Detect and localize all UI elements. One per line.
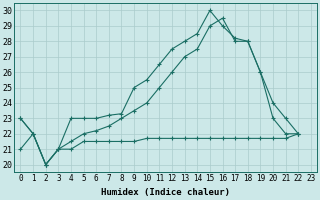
X-axis label: Humidex (Indice chaleur): Humidex (Indice chaleur) [101, 188, 230, 197]
